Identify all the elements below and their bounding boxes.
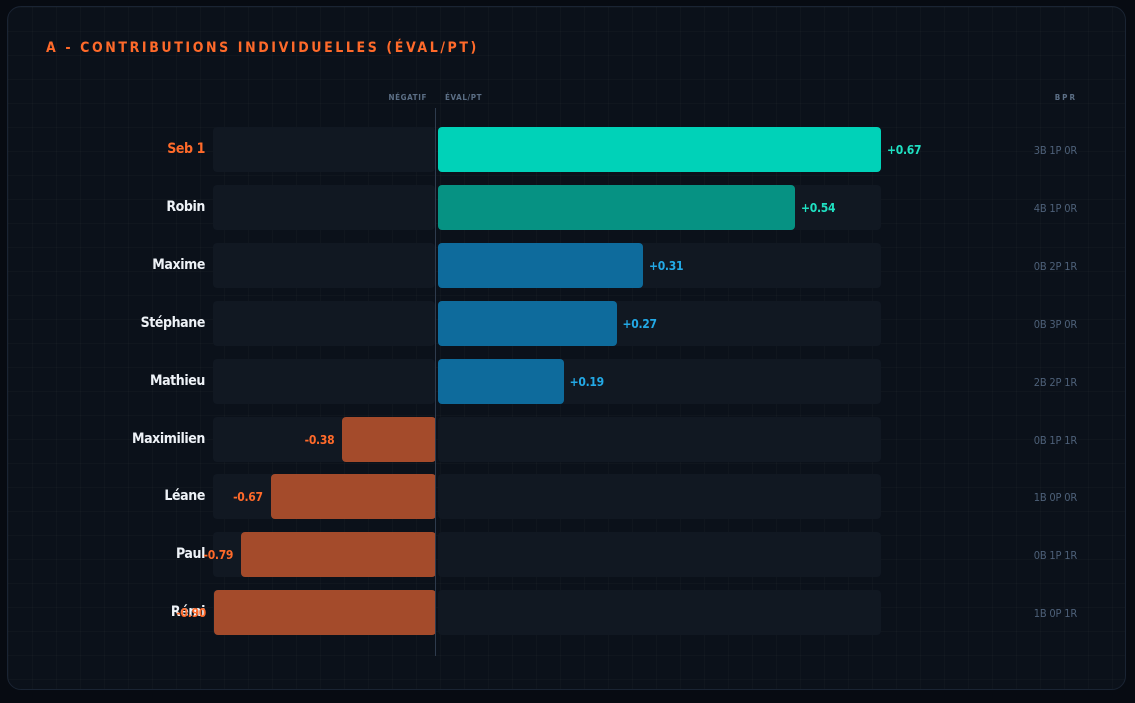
negative-track bbox=[213, 242, 435, 288]
bar bbox=[241, 532, 436, 578]
bar bbox=[438, 300, 617, 346]
value-label: +0.19 bbox=[569, 374, 604, 389]
bar-row[interactable]: Paul -0.79 0B 1P 1R bbox=[0, 532, 1135, 578]
bpr-stats: 0B 1P 1R bbox=[1033, 433, 1077, 447]
value-label: -0.79 bbox=[203, 548, 234, 563]
bar-row[interactable]: Stéphane +0.27 0B 3P 0R bbox=[0, 300, 1135, 346]
player-name: Léane bbox=[164, 488, 205, 505]
bar-row[interactable]: Mathieu +0.19 2B 2P 1R bbox=[0, 358, 1135, 404]
bar bbox=[342, 416, 436, 462]
bpr-stats: 1B 0P 1R bbox=[1033, 607, 1077, 621]
bar-row[interactable]: Rémi -0.90 1B 0P 1R bbox=[0, 590, 1135, 636]
zero-axis-line bbox=[435, 108, 436, 656]
bar-row[interactable]: Seb 1 +0.67 3B 1P 0R bbox=[0, 127, 1135, 172]
player-name: Paul bbox=[175, 546, 205, 563]
player-name: Mathieu bbox=[149, 372, 205, 389]
value-label: -0.38 bbox=[304, 432, 335, 447]
bpr-stats: 0B 3P 0R bbox=[1033, 317, 1077, 331]
player-name: Maxime bbox=[152, 256, 205, 273]
negative-track bbox=[213, 358, 435, 404]
bpr-column-header: BPR bbox=[1054, 93, 1077, 102]
bar bbox=[438, 127, 881, 172]
value-label: +0.54 bbox=[801, 200, 836, 215]
bpr-stats: 0B 2P 1R bbox=[1033, 259, 1077, 273]
bar-row[interactable]: Maxime +0.31 0B 2P 1R bbox=[0, 242, 1135, 288]
player-name: Robin bbox=[166, 198, 205, 215]
player-name: Maximilien bbox=[131, 430, 205, 447]
bpr-stats: 3B 1P 0R bbox=[1033, 144, 1077, 157]
bpr-stats: 2B 2P 1R bbox=[1033, 375, 1077, 389]
bpr-stats: 1B 0P 0R bbox=[1033, 491, 1077, 505]
negative-track bbox=[213, 300, 435, 346]
player-name: Stéphane bbox=[140, 314, 206, 331]
player-name: Rémi bbox=[170, 604, 205, 621]
positive-track bbox=[438, 416, 881, 462]
negative-track bbox=[213, 127, 435, 172]
eval-column-header: ÉVAL/PT bbox=[445, 93, 483, 102]
bar bbox=[214, 590, 436, 636]
bar-row[interactable]: Robin +0.54 4B 1P 0R bbox=[0, 184, 1135, 230]
positive-track bbox=[438, 474, 881, 520]
positive-track bbox=[438, 532, 881, 578]
chart-panel bbox=[7, 6, 1126, 690]
bar-row[interactable]: Maximilien -0.38 0B 1P 1R bbox=[0, 416, 1135, 462]
bar bbox=[438, 358, 564, 404]
bar bbox=[438, 242, 643, 288]
value-label: +0.27 bbox=[622, 316, 657, 331]
value-label: +0.31 bbox=[648, 258, 684, 273]
negative-column-header: NÉGATIF bbox=[388, 93, 427, 102]
bar-row[interactable]: Léane -0.67 1B 0P 0R bbox=[0, 474, 1135, 520]
value-label: +0.67 bbox=[887, 143, 922, 157]
bar bbox=[438, 184, 796, 230]
chart-title: A - CONTRIBUTIONS INDIVIDUELLES (ÉVAL/PT… bbox=[46, 40, 479, 56]
player-name: Seb 1 bbox=[167, 141, 205, 157]
value-label: -0.90 bbox=[176, 606, 206, 621]
bar bbox=[270, 474, 436, 520]
positive-track bbox=[438, 590, 881, 636]
bpr-stats: 0B 1P 1R bbox=[1033, 549, 1077, 563]
negative-track bbox=[213, 184, 435, 230]
bpr-stats: 4B 1P 0R bbox=[1033, 201, 1077, 215]
value-label: -0.67 bbox=[233, 490, 263, 505]
